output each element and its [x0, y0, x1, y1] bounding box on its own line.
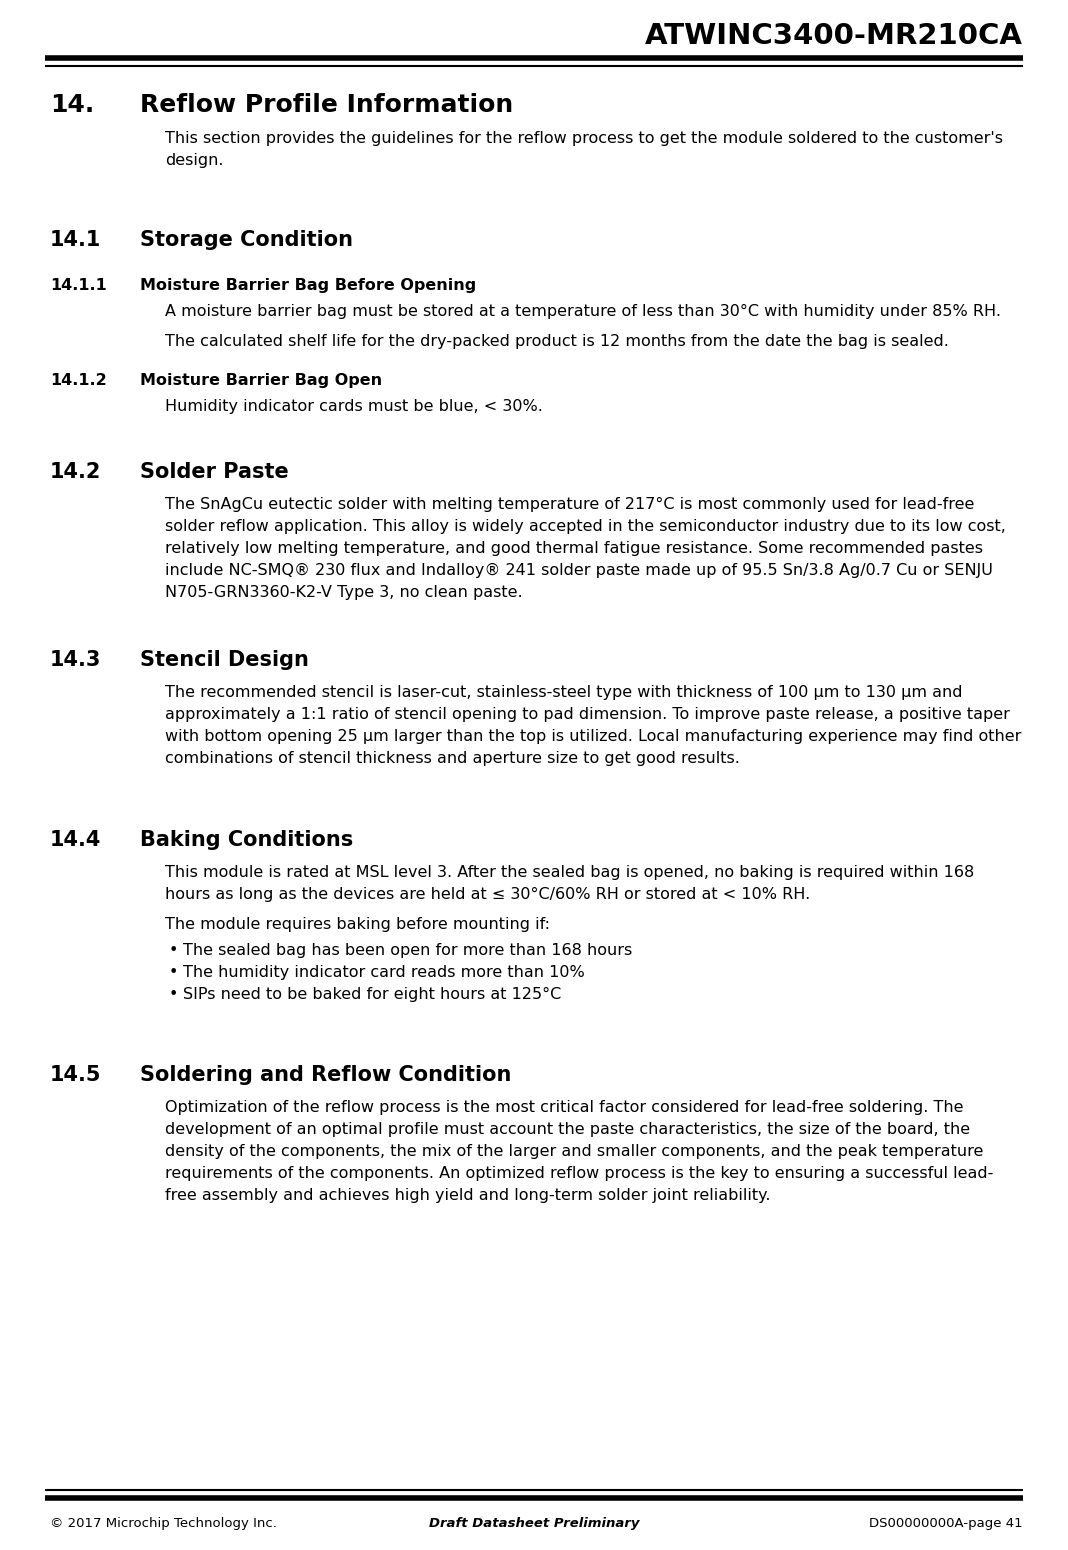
Text: 14.1: 14.1: [50, 229, 101, 250]
Text: The SnAgCu eutectic solder with melting temperature of 217°C is most commonly us: The SnAgCu eutectic solder with melting …: [164, 498, 974, 512]
Text: •: •: [169, 966, 178, 980]
Text: with bottom opening 25 µm larger than the top is utilized. Local manufacturing e: with bottom opening 25 µm larger than th…: [164, 728, 1021, 744]
Text: 14.1.1: 14.1.1: [50, 277, 107, 293]
Text: Draft Datasheet Preliminary: Draft Datasheet Preliminary: [428, 1516, 640, 1530]
Text: combinations of stencil thickness and aperture size to get good results.: combinations of stencil thickness and ap…: [164, 752, 740, 766]
Text: relatively low melting temperature, and good thermal fatigue resistance. Some re: relatively low melting temperature, and …: [164, 541, 983, 556]
Text: © 2017 Microchip Technology Inc.: © 2017 Microchip Technology Inc.: [50, 1516, 277, 1530]
Text: include NC-SMQ® 230 flux and Indalloy® 241 solder paste made up of 95.5 Sn/3.8 A: include NC-SMQ® 230 flux and Indalloy® 2…: [164, 563, 993, 578]
Text: Storage Condition: Storage Condition: [140, 229, 354, 250]
Text: hours as long as the devices are held at ≤ 30°C/60% RH or stored at < 10% RH.: hours as long as the devices are held at…: [164, 887, 811, 902]
Text: Moisture Barrier Bag Open: Moisture Barrier Bag Open: [140, 374, 382, 388]
Text: A moisture barrier bag must be stored at a temperature of less than 30°C with hu: A moisture barrier bag must be stored at…: [164, 304, 1001, 319]
Text: •: •: [169, 942, 178, 958]
Text: Soldering and Reflow Condition: Soldering and Reflow Condition: [140, 1065, 512, 1085]
Text: development of an optimal profile must account the paste characteristics, the si: development of an optimal profile must a…: [164, 1122, 970, 1138]
Text: DS00000000A-page 41: DS00000000A-page 41: [869, 1516, 1023, 1530]
Text: ATWINC3400-MR210CA: ATWINC3400-MR210CA: [645, 22, 1023, 50]
Text: 14.1.2: 14.1.2: [50, 374, 107, 388]
Text: 14.3: 14.3: [50, 649, 101, 670]
Text: Moisture Barrier Bag Before Opening: Moisture Barrier Bag Before Opening: [140, 277, 476, 293]
Text: Humidity indicator cards must be blue, < 30%.: Humidity indicator cards must be blue, <…: [164, 398, 543, 414]
Text: Solder Paste: Solder Paste: [140, 462, 288, 482]
Text: Optimization of the reflow process is the most critical factor considered for le: Optimization of the reflow process is th…: [164, 1100, 963, 1114]
Text: The calculated shelf life for the dry-packed product is 12 months from the date : The calculated shelf life for the dry-pa…: [164, 333, 948, 349]
Text: Baking Conditions: Baking Conditions: [140, 829, 354, 849]
Text: 14.: 14.: [50, 93, 94, 116]
Text: design.: design.: [164, 153, 223, 167]
Text: Reflow Profile Information: Reflow Profile Information: [140, 93, 514, 116]
Text: The humidity indicator card reads more than 10%: The humidity indicator card reads more t…: [183, 966, 585, 980]
Text: solder reflow application. This alloy is widely accepted in the semiconductor in: solder reflow application. This alloy is…: [164, 519, 1006, 535]
Text: This module is rated at MSL level 3. After the sealed bag is opened, no baking i: This module is rated at MSL level 3. Aft…: [164, 865, 974, 880]
Text: density of the components, the mix of the larger and smaller components, and the: density of the components, the mix of th…: [164, 1144, 984, 1159]
Text: The recommended stencil is laser-cut, stainless-steel type with thickness of 100: The recommended stencil is laser-cut, st…: [164, 685, 962, 701]
Text: Stencil Design: Stencil Design: [140, 649, 309, 670]
Text: The module requires baking before mounting if:: The module requires baking before mounti…: [164, 918, 550, 932]
Text: approximately a 1:1 ratio of stencil opening to pad dimension. To improve paste : approximately a 1:1 ratio of stencil ope…: [164, 707, 1010, 722]
Text: The sealed bag has been open for more than 168 hours: The sealed bag has been open for more th…: [183, 942, 632, 958]
Text: free assembly and achieves high yield and long-term solder joint reliability.: free assembly and achieves high yield an…: [164, 1187, 770, 1203]
Text: 14.4: 14.4: [50, 829, 101, 849]
Text: This section provides the guidelines for the reflow process to get the module so: This section provides the guidelines for…: [164, 132, 1003, 146]
Text: •: •: [169, 987, 178, 1001]
Text: N705-GRN3360-K2-V Type 3, no clean paste.: N705-GRN3360-K2-V Type 3, no clean paste…: [164, 584, 522, 600]
Text: SIPs need to be baked for eight hours at 125°C: SIPs need to be baked for eight hours at…: [183, 987, 562, 1001]
Text: 14.5: 14.5: [50, 1065, 101, 1085]
Text: requirements of the components. An optimized reflow process is the key to ensuri: requirements of the components. An optim…: [164, 1166, 993, 1181]
Text: 14.2: 14.2: [50, 462, 101, 482]
